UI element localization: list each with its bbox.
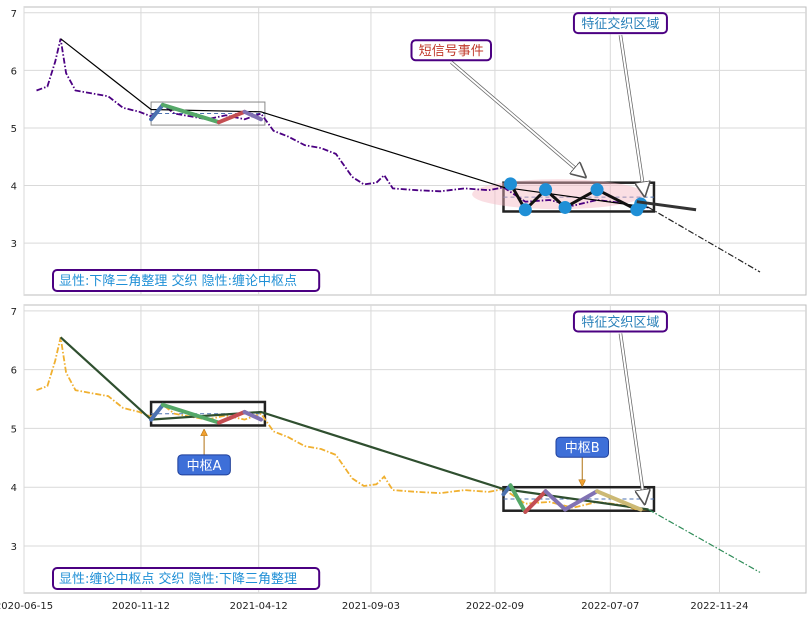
bottom-panel: 2020-06-15 2020-11-12 2021-04-12 2021-09-03… bbox=[0, 304, 807, 612]
y-tick-label: 5 bbox=[11, 124, 17, 135]
stroke-segment bbox=[216, 109, 247, 125]
y-tick-label: 6 bbox=[11, 366, 17, 377]
stroke-segment bbox=[242, 109, 263, 122]
stroke-segment bbox=[543, 489, 568, 512]
y-tick-label: 7 bbox=[11, 9, 17, 20]
annotation-box bbox=[177, 454, 231, 476]
annotation-box bbox=[555, 436, 609, 458]
stroke-segment bbox=[523, 489, 548, 514]
annotation-label: 中枢B bbox=[565, 441, 600, 456]
signal-point bbox=[504, 177, 518, 191]
y-tick-label: 7 bbox=[11, 307, 17, 318]
x-tick-label: 2020-11-12 bbox=[112, 601, 170, 612]
stroke-segment bbox=[160, 102, 221, 125]
annotation-arrow-inner bbox=[450, 61, 585, 177]
y-tick-label: 5 bbox=[11, 424, 17, 435]
x-tick-label: 2022-07-07 bbox=[581, 601, 639, 612]
signal-point bbox=[518, 203, 532, 217]
y-tick-label: 3 bbox=[11, 239, 17, 250]
footer-label: 显性:缠论中枢点 交织 隐性:下降三角整理 bbox=[59, 571, 297, 587]
signal-point bbox=[539, 183, 553, 197]
stroke-segment bbox=[595, 489, 643, 512]
stroke-segment bbox=[149, 102, 165, 122]
stroke-segment bbox=[216, 410, 247, 425]
stroke-segment bbox=[160, 402, 221, 425]
x-tick-label: 2020-06-15 bbox=[0, 601, 53, 612]
plot-frame bbox=[23, 304, 807, 594]
annotation-arrow-inner bbox=[619, 34, 644, 196]
signal-tail bbox=[636, 200, 697, 212]
y-tick-label: 6 bbox=[11, 66, 17, 77]
annotation-box bbox=[572, 310, 668, 333]
y-tick-label: 3 bbox=[11, 542, 17, 553]
annotation-label: 中枢A bbox=[187, 459, 222, 474]
stroke-segment bbox=[563, 489, 600, 512]
signal-point bbox=[590, 183, 604, 197]
annotation-box bbox=[410, 39, 493, 62]
y-tick-label: 4 bbox=[11, 483, 17, 494]
price-line bbox=[36, 38, 649, 209]
footer-box bbox=[52, 269, 321, 292]
stroke-segment bbox=[149, 402, 165, 422]
annotation-arrow-inner bbox=[619, 333, 644, 503]
signal-point bbox=[558, 200, 572, 214]
stroke-segment bbox=[508, 483, 528, 514]
stroke-segment bbox=[242, 410, 263, 422]
annotation-label: 特征交织区域 bbox=[581, 314, 659, 330]
annotation-label: 特征交织区域 bbox=[581, 16, 659, 32]
x-tick-label: 2022-11-24 bbox=[690, 601, 748, 612]
feature-zone-ellipse bbox=[472, 179, 645, 210]
footer-box bbox=[52, 567, 321, 590]
y-tick-label: 4 bbox=[11, 182, 17, 193]
projection-line bbox=[648, 206, 761, 273]
x-tick-label: 2021-04-12 bbox=[230, 601, 288, 612]
annotation-label: 短信号事件 bbox=[419, 44, 484, 59]
x-tick-label: 2022-02-09 bbox=[466, 601, 524, 612]
footer-label: 显性:下降三角整理 交织 隐性:缠论中枢点 bbox=[59, 273, 297, 289]
annotation-box bbox=[572, 12, 668, 35]
projection-line bbox=[648, 508, 761, 573]
x-tick-label: 2021-09-03 bbox=[342, 601, 400, 612]
